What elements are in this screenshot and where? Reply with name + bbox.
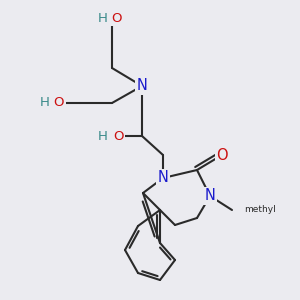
Text: H: H [98, 11, 108, 25]
Text: O: O [112, 11, 122, 25]
Text: H: H [40, 97, 50, 110]
Text: O: O [216, 148, 228, 163]
Text: O: O [113, 130, 123, 142]
Text: N: N [205, 188, 215, 203]
Text: methyl: methyl [244, 206, 276, 214]
Text: H: H [98, 130, 108, 142]
Text: N: N [158, 170, 168, 185]
Text: O: O [54, 97, 64, 110]
Text: N: N [136, 79, 147, 94]
